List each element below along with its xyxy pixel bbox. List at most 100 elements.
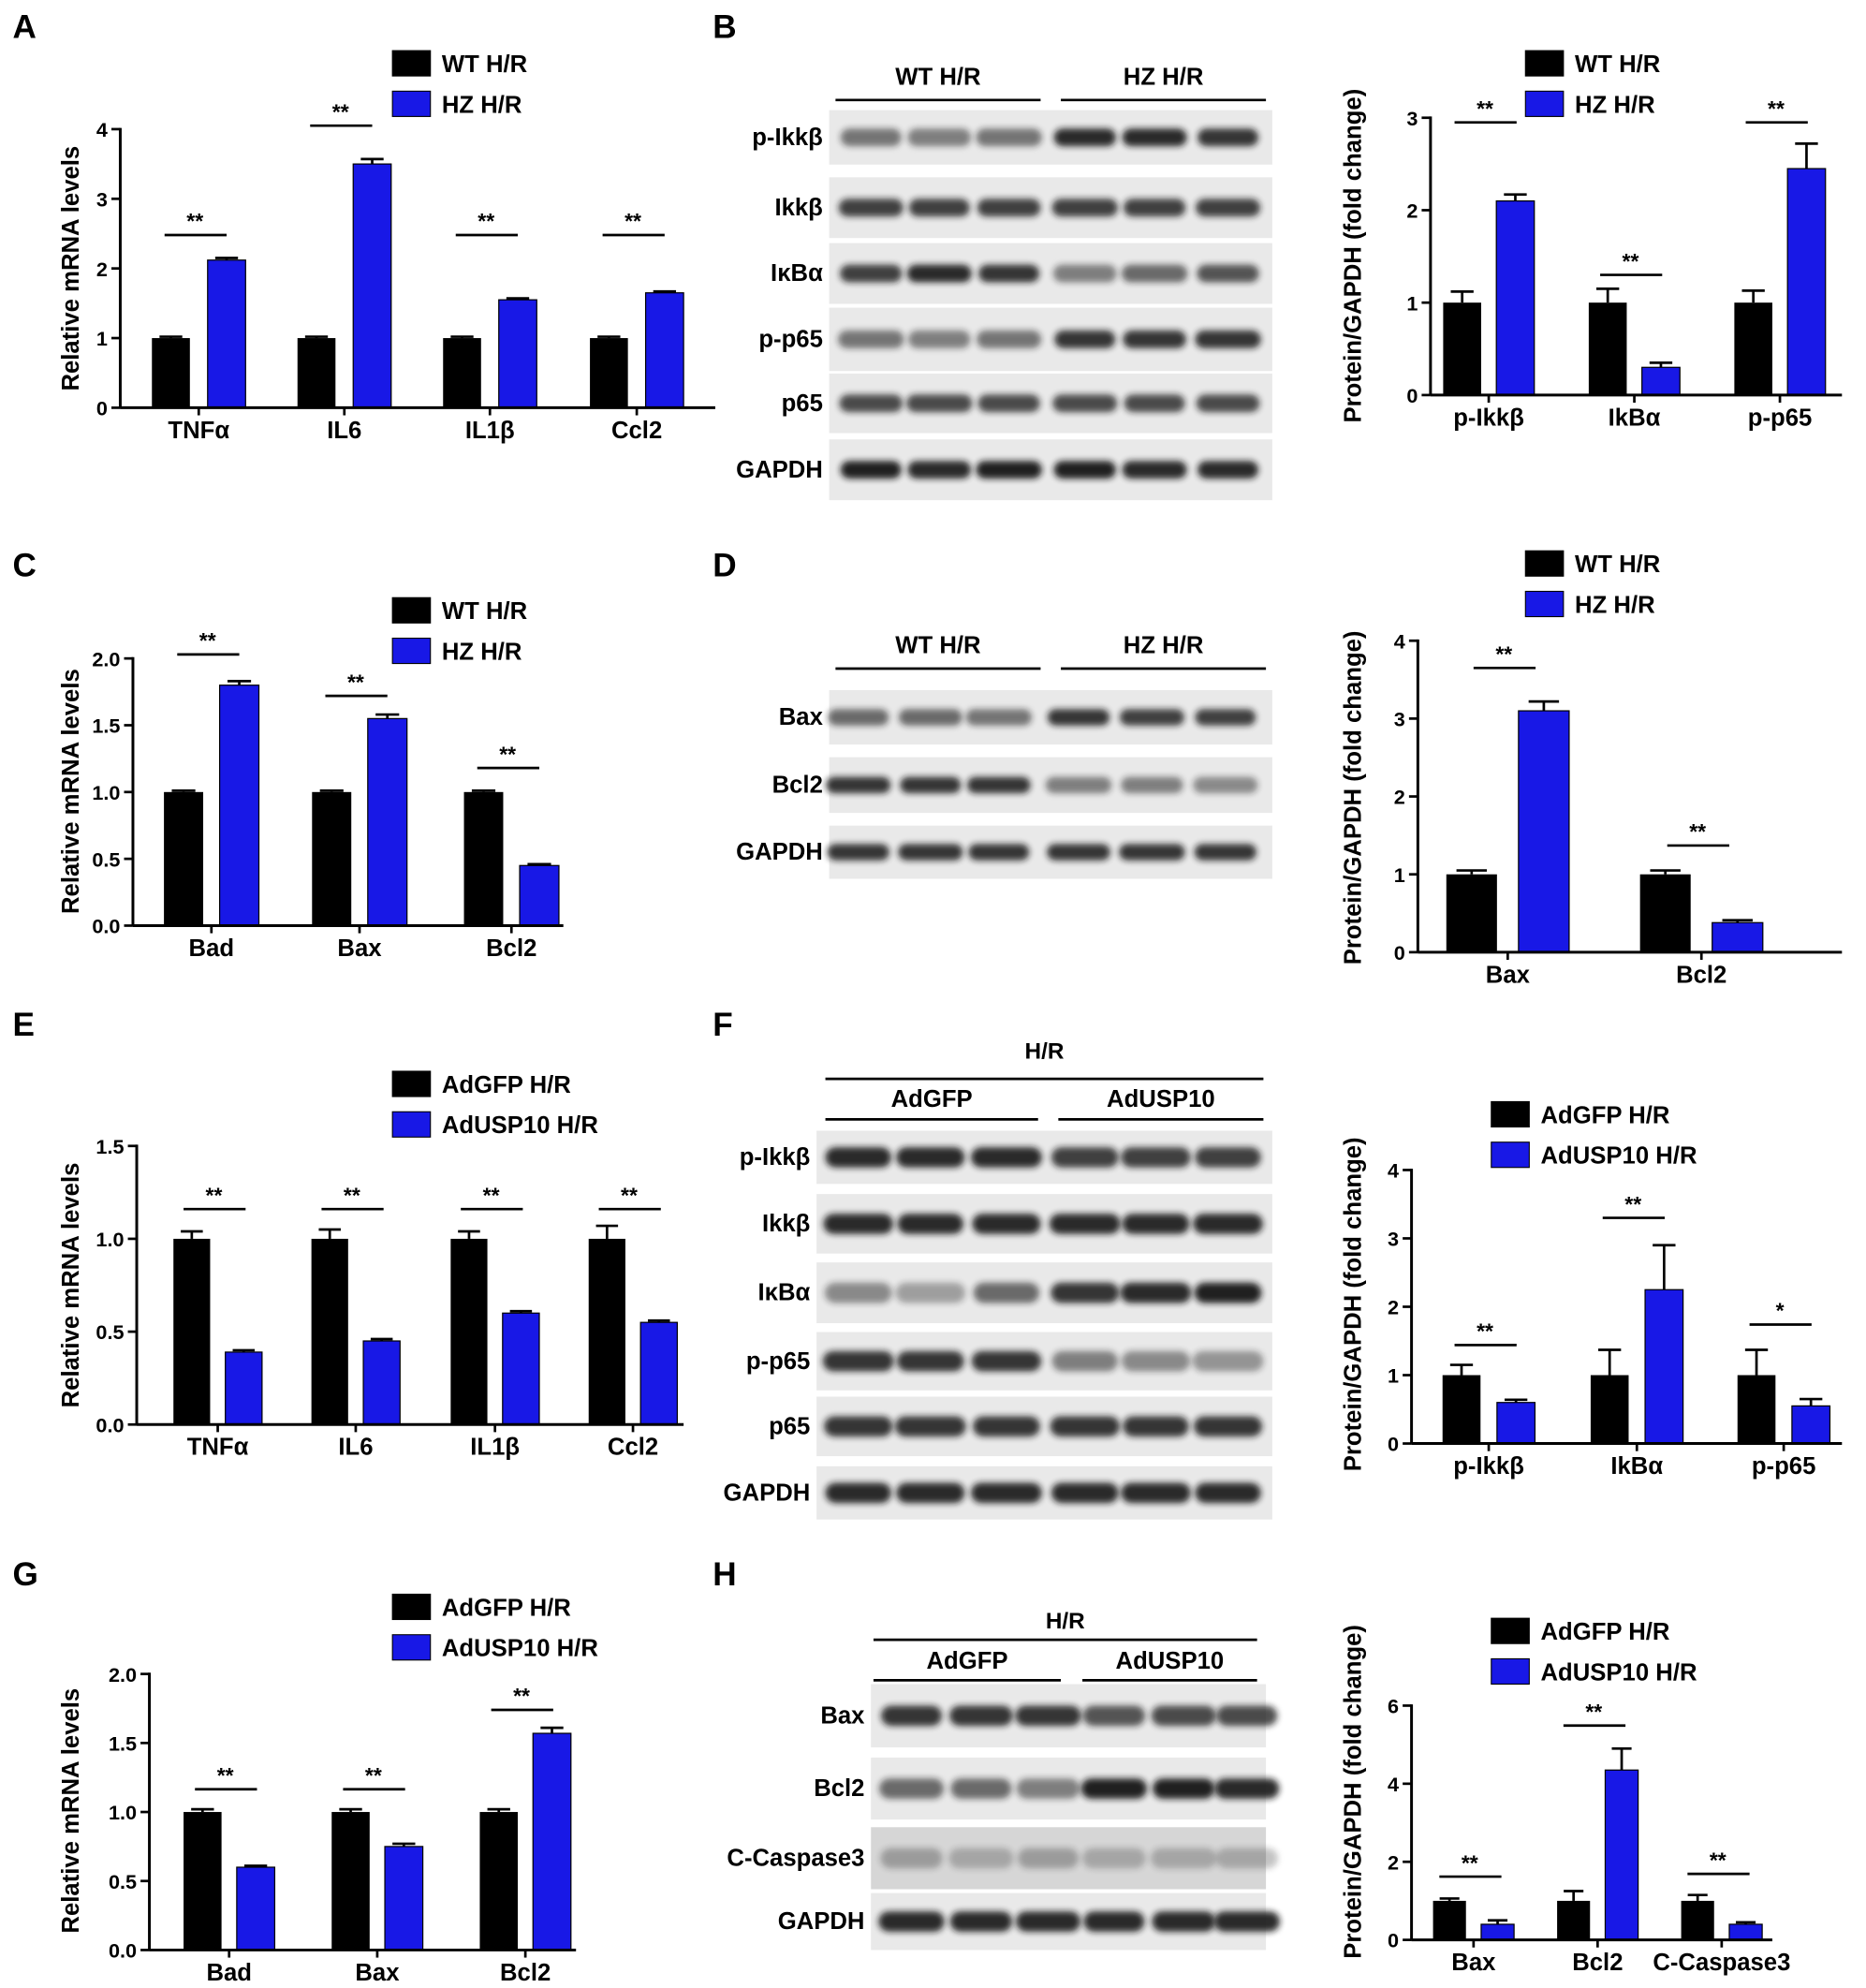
legend-label: HZ H/R xyxy=(442,92,522,118)
blot-band xyxy=(977,199,1041,217)
bar xyxy=(498,299,537,409)
legend-label: HZ H/R xyxy=(1575,92,1655,118)
western-blot: H/R AdGFP AdUSP10 Bax Bcl2 C-Caspase3 GAPDH xyxy=(727,1609,1280,1951)
blot-band xyxy=(895,1282,965,1303)
blot-band xyxy=(972,1214,1041,1234)
blot-band xyxy=(1123,330,1186,348)
blot-band xyxy=(907,128,972,147)
blot-condition-label: H/R xyxy=(1046,1609,1085,1634)
blot-band xyxy=(840,264,903,283)
legend-swatch xyxy=(1524,90,1565,117)
significance-label: ** xyxy=(365,1763,382,1788)
blot-band xyxy=(839,394,904,413)
y-tick-label: 0.5 xyxy=(96,1320,124,1344)
bar xyxy=(207,259,246,409)
western-blot: H/R AdGFP AdUSP10 p-Ikkβ Ikkβ IκBα p-p65 p65 GAP… xyxy=(724,1038,1272,1520)
blot-band xyxy=(976,128,1042,147)
bar xyxy=(1737,1375,1776,1444)
blot-group-label: HZ H/R xyxy=(1124,633,1204,659)
bar xyxy=(164,791,204,926)
blot-row-label: GAPDH xyxy=(736,839,823,865)
legend-label: AdGFP H/R xyxy=(1541,1102,1670,1128)
legend-label: WT H/R xyxy=(442,52,528,78)
panel-label-b: B xyxy=(713,9,736,46)
blot-band xyxy=(1053,461,1116,479)
legend-label: AdGFP H/R xyxy=(1541,1619,1670,1645)
significance-label: ** xyxy=(1585,1700,1602,1724)
blot-band xyxy=(949,1911,1013,1932)
y-tick-label: 6 xyxy=(1388,1695,1399,1718)
y-tick-label: 1.5 xyxy=(96,1135,124,1158)
x-tick-label: Bax xyxy=(337,935,382,962)
blot-band xyxy=(1080,1778,1148,1799)
blot-band xyxy=(1123,1416,1189,1437)
y-tick-label: 3 xyxy=(1388,1228,1399,1251)
bar-chart: 0 1 2 3 4 TNFα IL6 IL1β Ccl2 ** ** ** ** WT H/R HZ H/R… xyxy=(58,50,715,444)
blot-band xyxy=(879,1778,944,1799)
bar xyxy=(1791,1405,1831,1445)
legend-label: AdUSP10 H/R xyxy=(1541,1659,1697,1686)
blot-row-label: p-p65 xyxy=(758,327,823,353)
blot-band xyxy=(1192,1350,1264,1372)
legend-swatch xyxy=(1491,1657,1530,1686)
x-tick-label: IL6 xyxy=(327,418,361,444)
bar xyxy=(1480,1923,1515,1941)
blot-band xyxy=(896,1350,964,1372)
blot-band xyxy=(1051,1147,1119,1168)
blot-row-label: GAPDH xyxy=(724,1480,811,1506)
y-tick-label: 1.5 xyxy=(92,714,120,738)
significance-label: ** xyxy=(347,670,364,694)
blot-band xyxy=(1193,1214,1263,1234)
blot-band xyxy=(896,1482,965,1504)
x-tick-label: p-p65 xyxy=(1752,1453,1816,1480)
blot-band xyxy=(1216,1705,1278,1727)
blot-band xyxy=(976,461,1042,479)
significance-label: ** xyxy=(344,1183,360,1207)
blot-band xyxy=(1196,394,1260,413)
significance-label: ** xyxy=(621,1183,638,1207)
significance-label: ** xyxy=(1495,642,1512,667)
blot-band xyxy=(1052,394,1118,413)
bar xyxy=(362,1340,401,1425)
y-tick-label: 2.0 xyxy=(92,647,120,670)
bar xyxy=(1644,1289,1684,1445)
y-tick-label: 0 xyxy=(1394,941,1405,965)
blot-row-label: p-Ikkβ xyxy=(740,1144,811,1171)
blot-band xyxy=(1122,1214,1190,1234)
y-tick-label: 0.0 xyxy=(96,1413,124,1436)
blot-band xyxy=(1047,709,1110,726)
y-tick-label: 1 xyxy=(1388,1364,1399,1388)
bar xyxy=(331,1812,370,1951)
panel-label-f: F xyxy=(713,1007,732,1043)
y-tick-label: 4 xyxy=(1388,1159,1399,1183)
significance-label: ** xyxy=(483,1183,500,1207)
bar xyxy=(479,1812,519,1951)
bar xyxy=(1590,1375,1629,1444)
y-tick-label: 0 xyxy=(1388,1929,1399,1952)
significance-label: * xyxy=(1776,1299,1785,1323)
blot-row-label: GAPDH xyxy=(736,457,823,483)
bar xyxy=(1446,874,1497,952)
x-tick-label: C-Caspase3 xyxy=(1653,1950,1790,1976)
legend-label: WT H/R xyxy=(1575,52,1661,78)
y-tick-label: 0 xyxy=(1406,384,1418,407)
blot-band xyxy=(838,330,904,348)
legend-label: AdUSP10 H/R xyxy=(1541,1143,1697,1170)
blot-group-label: AdUSP10 xyxy=(1107,1086,1215,1112)
bar xyxy=(1433,1900,1466,1940)
bar xyxy=(1639,874,1691,952)
y-tick-label: 2 xyxy=(96,258,108,281)
bar xyxy=(236,1866,276,1951)
y-tick-label: 1 xyxy=(1406,291,1418,315)
blot-band xyxy=(1051,1350,1118,1372)
bar xyxy=(588,1238,625,1425)
legend-swatch xyxy=(391,1593,432,1621)
blot-band xyxy=(1215,1848,1278,1869)
blot-band xyxy=(1213,1911,1280,1932)
bar xyxy=(352,163,392,409)
bar xyxy=(1734,302,1772,395)
y-tick-label: 1.0 xyxy=(109,1801,137,1824)
y-tick-label: 0.5 xyxy=(109,1870,137,1893)
significance-label: ** xyxy=(478,209,494,233)
blot-band xyxy=(1151,1705,1216,1727)
